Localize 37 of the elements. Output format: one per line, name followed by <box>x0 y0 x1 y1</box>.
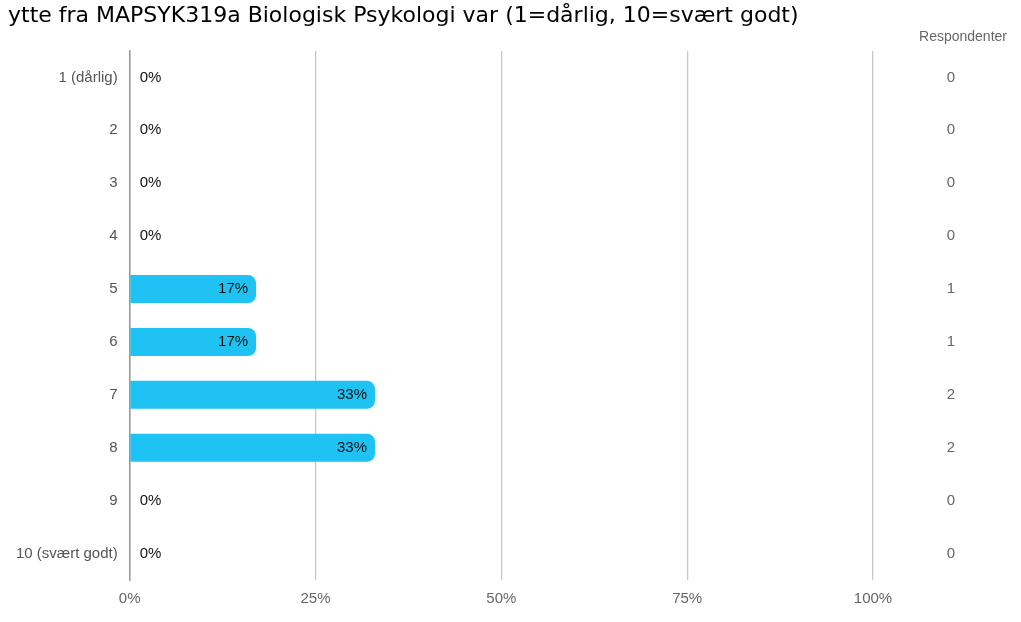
y-tick-label: 9 <box>109 490 118 508</box>
data-label: 0% <box>139 543 162 561</box>
text: 1 <box>946 279 956 297</box>
y-tick-label: 6 <box>109 332 118 350</box>
data-label: 17% <box>218 332 249 350</box>
y-tick-label: 3 <box>109 173 118 191</box>
data-label: 33% <box>336 384 367 402</box>
x-tick-label: 75% <box>672 589 703 607</box>
y-tick-label: 10 (svært godt) <box>15 543 118 561</box>
text: 0 <box>946 543 956 561</box>
data-label: 0% <box>139 490 162 508</box>
text: 0 <box>946 226 956 244</box>
y-tick-label: 4 <box>109 226 118 244</box>
y-tick-label: 2 <box>109 120 118 138</box>
data-label: 0% <box>139 226 162 244</box>
text: 2 <box>946 437 956 455</box>
x-tick-label: 0% <box>118 589 141 607</box>
x-tick-label: 50% <box>486 589 517 607</box>
data-label: 17% <box>218 279 249 297</box>
y-tick-label: 1 (dårlig) <box>58 67 118 85</box>
text: 0 <box>946 120 956 138</box>
data-label: 0% <box>139 120 162 138</box>
text: 2 <box>946 384 956 402</box>
data-label: 0% <box>139 173 162 191</box>
text: 0 <box>946 490 956 508</box>
chart-title: ytte fra MAPSYK319a Biologisk Psykologi var (1=dårlig, 10=svært godt) <box>8 2 799 27</box>
text: 0 <box>946 67 956 85</box>
text: 0 <box>946 173 956 191</box>
y2-axis-title: Respondenter <box>919 27 1008 44</box>
data-label: 0% <box>139 67 162 85</box>
text: 1 <box>946 332 956 350</box>
data-label: 33% <box>336 437 367 455</box>
x-tick-label: 25% <box>300 589 331 607</box>
y-tick-label: 5 <box>109 279 118 297</box>
x-tick-label: 100% <box>853 589 893 607</box>
y-tick-label: 7 <box>109 384 118 402</box>
y-tick-label: 8 <box>109 437 118 455</box>
